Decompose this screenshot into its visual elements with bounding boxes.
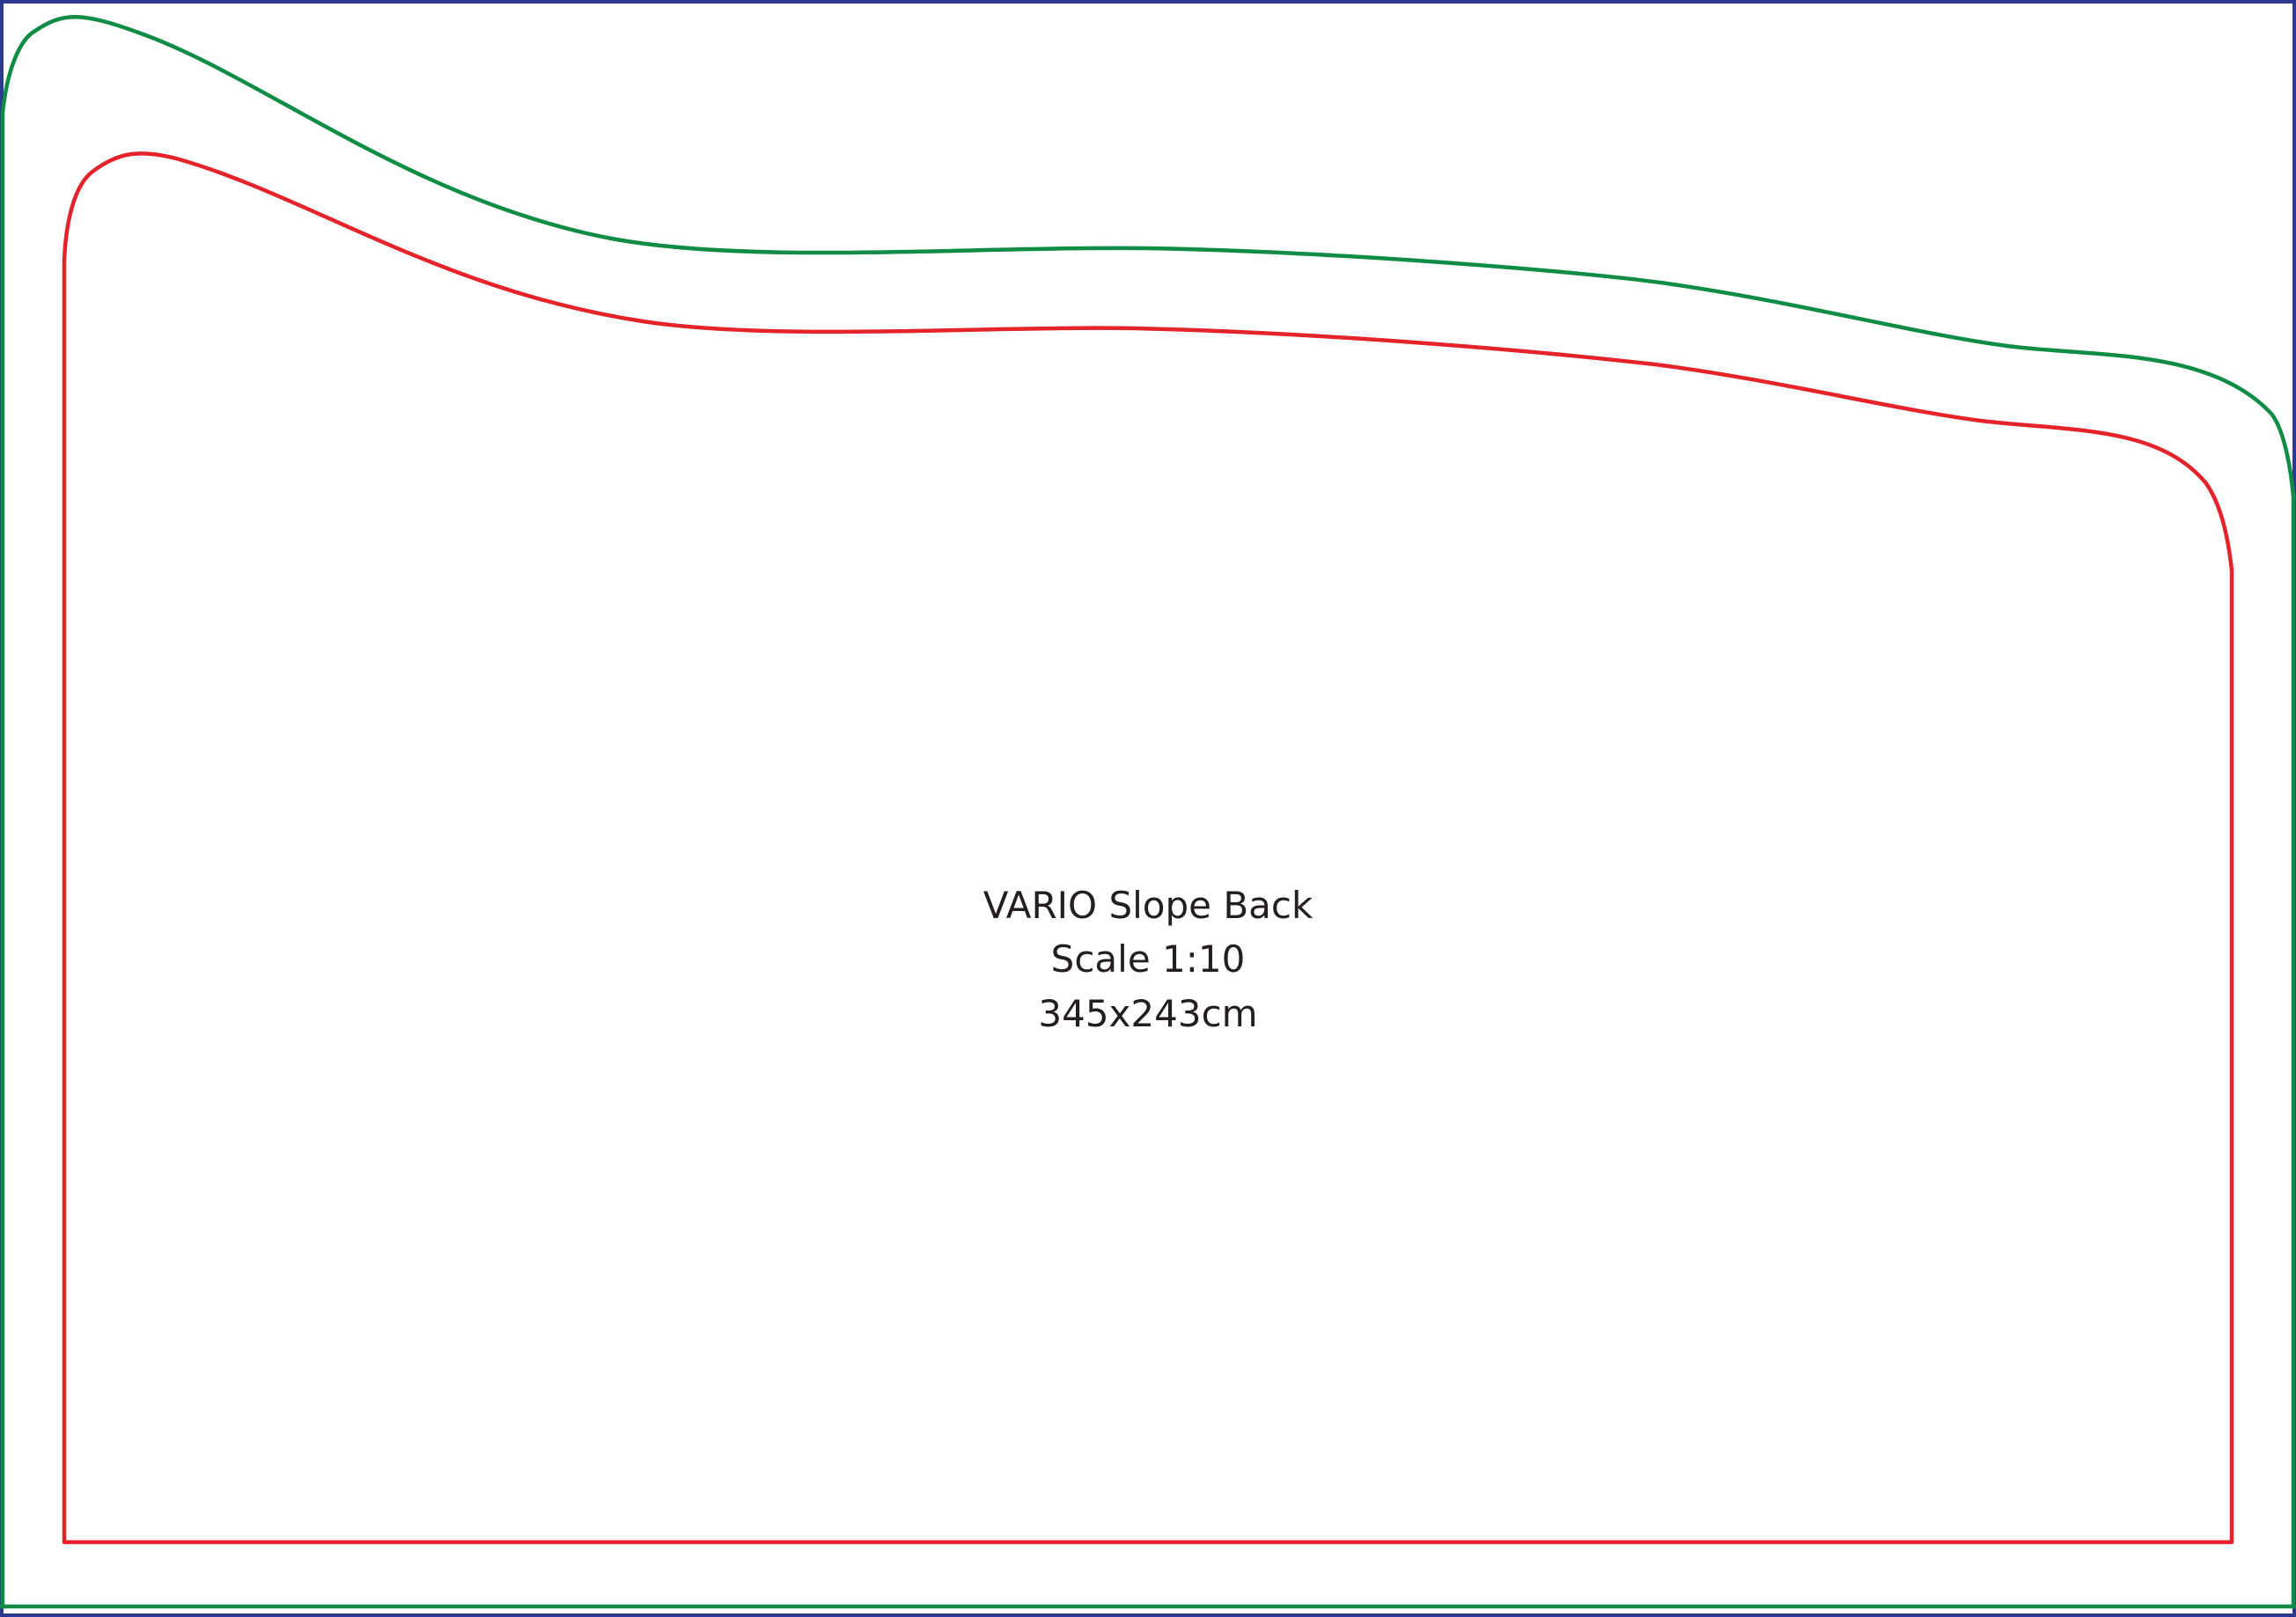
caption-dimensions: 345x243cm [1038,992,1257,1035]
outer-contour-line [0,15,2296,1609]
caption-title: VARIO Slope Back [983,884,1314,927]
caption-scale: Scale 1:10 [1051,937,1246,981]
inner-contour-line [62,151,2234,1545]
